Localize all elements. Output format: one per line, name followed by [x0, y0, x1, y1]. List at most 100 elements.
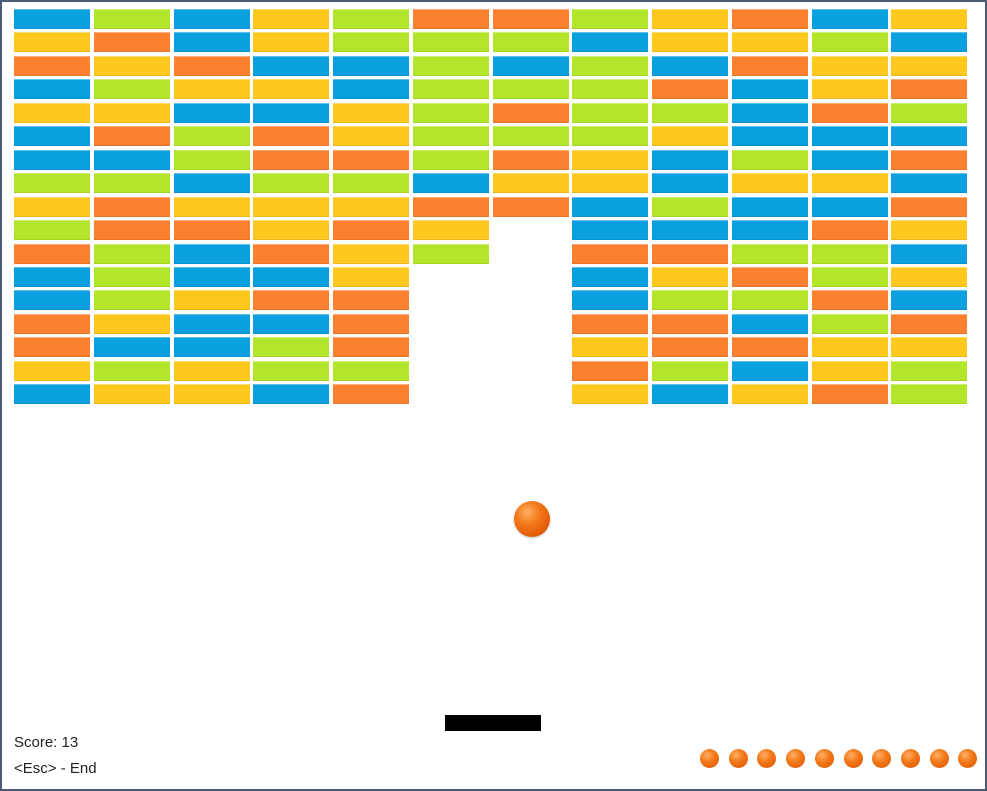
brick — [812, 337, 888, 357]
brick — [572, 384, 648, 404]
brick — [572, 9, 648, 29]
brick — [333, 314, 409, 334]
brick — [174, 220, 250, 240]
brick — [652, 9, 728, 29]
brick — [333, 56, 409, 76]
brick — [94, 150, 170, 170]
brick — [891, 32, 967, 52]
brick — [572, 244, 648, 264]
brick — [652, 314, 728, 334]
brick — [812, 220, 888, 240]
brick — [891, 290, 967, 310]
brick — [333, 126, 409, 146]
life-ball-icon — [814, 749, 834, 768]
life-ball-icon — [929, 749, 949, 768]
brick — [891, 126, 967, 146]
brick — [94, 220, 170, 240]
brick — [174, 173, 250, 193]
brick — [94, 197, 170, 217]
brick — [14, 314, 90, 334]
brick — [493, 9, 569, 29]
brick — [413, 220, 489, 240]
brick — [493, 197, 569, 217]
brick — [333, 384, 409, 404]
brick — [812, 384, 888, 404]
brick — [812, 244, 888, 264]
brick — [14, 9, 90, 29]
brick — [891, 103, 967, 123]
life-ball-icon — [757, 749, 777, 768]
brick — [812, 56, 888, 76]
brick — [333, 9, 409, 29]
brick — [652, 197, 728, 217]
brick — [413, 103, 489, 123]
brick — [891, 197, 967, 217]
brick — [14, 126, 90, 146]
life-ball-icon — [958, 749, 978, 768]
brick — [572, 32, 648, 52]
brick — [253, 337, 329, 357]
brick — [732, 173, 808, 193]
life-ball-icon — [700, 749, 719, 768]
brick — [572, 220, 648, 240]
brick — [94, 244, 170, 264]
brick — [572, 290, 648, 310]
brick — [253, 56, 329, 76]
brick — [812, 314, 888, 334]
brick — [253, 173, 329, 193]
brick — [812, 267, 888, 287]
brick — [14, 220, 90, 240]
score-label: Score: 13 — [14, 734, 79, 751]
brick — [174, 267, 250, 287]
brick — [652, 220, 728, 240]
brick — [891, 314, 967, 334]
brick — [812, 173, 888, 193]
brick — [493, 56, 569, 76]
brick — [732, 56, 808, 76]
brick — [652, 56, 728, 76]
brick — [812, 32, 888, 52]
brick — [652, 290, 728, 310]
brick — [572, 173, 648, 193]
brick — [732, 79, 808, 99]
brick — [812, 103, 888, 123]
brick — [493, 150, 569, 170]
brick — [652, 103, 728, 123]
paddle[interactable] — [445, 715, 541, 731]
brick — [94, 126, 170, 146]
brick — [333, 220, 409, 240]
brick — [94, 32, 170, 52]
brick — [14, 197, 90, 217]
brick — [333, 79, 409, 99]
brick — [94, 56, 170, 76]
brick — [652, 173, 728, 193]
brick — [732, 220, 808, 240]
brick — [891, 56, 967, 76]
brick — [333, 103, 409, 123]
brick — [891, 337, 967, 357]
brick — [174, 126, 250, 146]
brick — [732, 244, 808, 264]
brick — [732, 267, 808, 287]
brick — [174, 32, 250, 52]
brick — [333, 361, 409, 381]
brick — [94, 314, 170, 334]
brick — [333, 197, 409, 217]
brick — [493, 173, 569, 193]
brick — [652, 126, 728, 146]
brick — [174, 244, 250, 264]
brick — [413, 126, 489, 146]
brick — [174, 337, 250, 357]
brick — [812, 150, 888, 170]
brick — [493, 79, 569, 99]
brick — [812, 126, 888, 146]
brick — [94, 103, 170, 123]
brick — [652, 361, 728, 381]
brick — [493, 103, 569, 123]
brick — [94, 337, 170, 357]
brick — [732, 9, 808, 29]
brick — [94, 9, 170, 29]
brick — [253, 9, 329, 29]
brick — [14, 173, 90, 193]
